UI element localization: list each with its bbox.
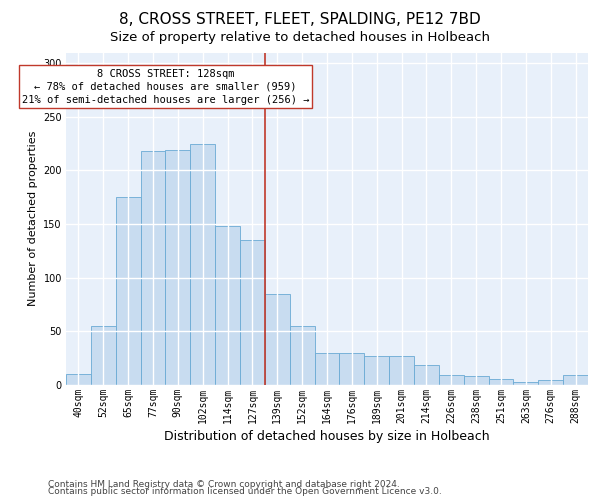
- Bar: [290, 326, 314, 385]
- Text: Contains HM Land Registry data © Crown copyright and database right 2024.: Contains HM Land Registry data © Crown c…: [48, 480, 400, 489]
- Bar: [389, 356, 414, 385]
- Bar: [166, 150, 190, 385]
- Bar: [439, 376, 464, 385]
- Bar: [464, 376, 488, 385]
- Bar: [140, 151, 166, 385]
- Y-axis label: Number of detached properties: Number of detached properties: [28, 131, 38, 306]
- Bar: [364, 356, 389, 385]
- Text: 8, CROSS STREET, FLEET, SPALDING, PE12 7BD: 8, CROSS STREET, FLEET, SPALDING, PE12 7…: [119, 12, 481, 28]
- Bar: [215, 226, 240, 385]
- Bar: [240, 240, 265, 385]
- Bar: [190, 144, 215, 385]
- Bar: [265, 294, 290, 385]
- Bar: [514, 382, 538, 385]
- Bar: [488, 378, 514, 385]
- Text: 8 CROSS STREET: 128sqm
← 78% of detached houses are smaller (959)
21% of semi-de: 8 CROSS STREET: 128sqm ← 78% of detached…: [22, 68, 309, 105]
- Bar: [414, 364, 439, 385]
- Bar: [91, 326, 116, 385]
- Bar: [538, 380, 563, 385]
- Text: Contains public sector information licensed under the Open Government Licence v3: Contains public sector information licen…: [48, 487, 442, 496]
- Bar: [563, 376, 588, 385]
- Bar: [116, 198, 140, 385]
- Text: Size of property relative to detached houses in Holbeach: Size of property relative to detached ho…: [110, 31, 490, 44]
- X-axis label: Distribution of detached houses by size in Holbeach: Distribution of detached houses by size …: [164, 430, 490, 443]
- Bar: [66, 374, 91, 385]
- Bar: [340, 353, 364, 385]
- Bar: [314, 353, 340, 385]
